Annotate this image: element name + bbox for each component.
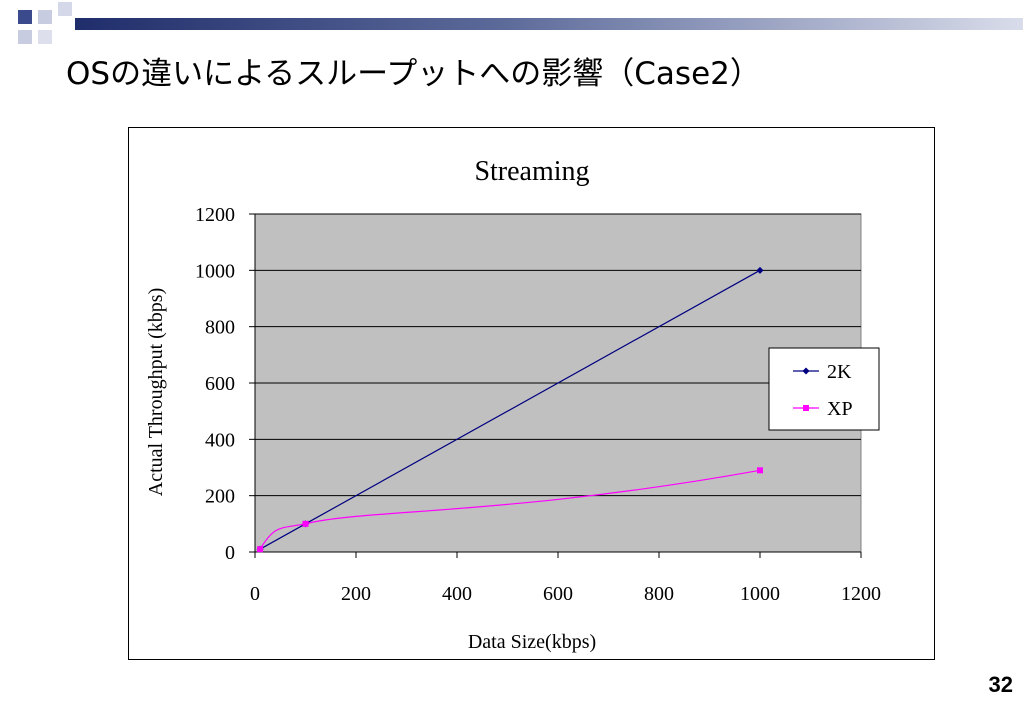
y-tick-label: 400: [205, 429, 235, 451]
data-point-xp: [302, 520, 309, 527]
streaming-chart: Streaming 0 200 400 600 800 1000 1200 0 200 400 60…: [145, 156, 881, 653]
y-tick-label: 800: [205, 317, 235, 339]
accent-square-light: [18, 30, 32, 44]
accent-square-light: [38, 30, 52, 44]
x-tick-label: 1200: [841, 583, 881, 605]
data-point-xp: [757, 467, 763, 474]
title-bar: [75, 18, 1023, 30]
legend-label-2k: 2K: [827, 361, 852, 383]
legend: 2K XP: [768, 347, 880, 431]
slide-title: OSの違いによるスループットへの影響（Case2）: [66, 56, 761, 92]
x-tick-label: 1000: [740, 583, 780, 605]
data-point-xp: [257, 546, 264, 553]
y-tick-label: 0: [225, 542, 235, 564]
series-markers: [256, 266, 764, 553]
y-tick-label: 1200: [195, 204, 235, 226]
axes: [249, 213, 862, 558]
x-tick-label: 0: [250, 583, 260, 605]
legend-label-xp: XP: [827, 398, 853, 420]
legend-box: [768, 347, 880, 431]
x-tick-label: 600: [543, 583, 573, 605]
chart-title: Streaming: [474, 156, 589, 187]
page-number: 32: [988, 672, 1013, 697]
tick-labels: 0 200 400 600 800 1000 1200 0 200 400 600 800 1000 12…: [195, 204, 881, 605]
x-tick-label: 400: [442, 583, 472, 605]
accent-square-light: [38, 10, 52, 24]
x-tick-label: 200: [341, 583, 371, 605]
x-tick-label: 800: [644, 583, 674, 605]
x-axis-label: Data Size(kbps): [468, 631, 596, 653]
legend-marker-xp: [803, 405, 809, 411]
data-point-2k: [756, 266, 764, 274]
chart-frame: Streaming 0 200 400 600 800 1000 1200 0 200 400 60…: [128, 127, 935, 660]
accent-square-dark: [18, 10, 32, 24]
y-tick-label: 200: [205, 486, 235, 508]
y-tick-label: 1000: [195, 260, 235, 282]
legend-marker-2k: [802, 367, 810, 375]
y-tick-label: 600: [205, 373, 235, 395]
series-line-xp: [259, 469, 761, 550]
y-axis-label: Actual Throughput (kbps): [145, 288, 167, 497]
accent-square-dark: [58, 2, 72, 16]
